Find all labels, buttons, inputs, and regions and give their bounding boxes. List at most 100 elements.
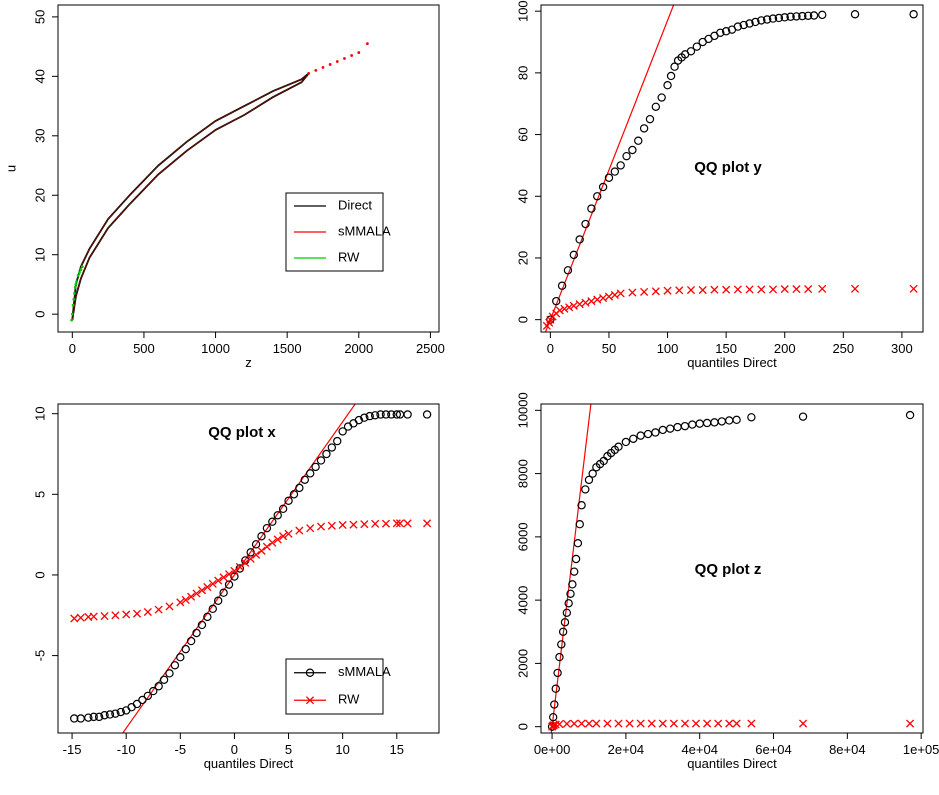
data-point: [111, 709, 120, 718]
x-tick-label: 0: [69, 341, 76, 356]
data-point: [235, 562, 244, 571]
series-direct: [71, 72, 310, 321]
x-tick-label: -5: [175, 742, 187, 757]
data-point: [149, 686, 158, 696]
data-point: [365, 42, 369, 46]
data-point: [610, 290, 619, 300]
data-point: [100, 711, 109, 720]
x-axis-label: quantiles Direct: [687, 355, 777, 370]
legend-label: RW: [338, 249, 360, 264]
data-point: [564, 599, 573, 608]
x-tick-label: 150: [715, 341, 737, 356]
plot-area: [70, 42, 369, 322]
data-point: [666, 71, 676, 81]
data-point: [381, 410, 391, 419]
data-point: [423, 519, 432, 528]
plot-frame: [57, 4, 440, 333]
data-point: [176, 653, 185, 662]
data-point: [745, 19, 754, 28]
data-point: [768, 14, 778, 23]
data-point: [159, 675, 169, 684]
data-point: [792, 12, 801, 21]
data-point: [284, 496, 293, 505]
data-point: [327, 521, 336, 530]
y-tick-label: 20: [32, 188, 47, 202]
data-point: [745, 285, 754, 294]
data-point: [717, 417, 727, 426]
x-tick-label: 0: [231, 742, 238, 757]
panel-top-left: 0 500 1000 1500 2000 2500 0 10 20 30 40 50 z u Direct s…: [3, 4, 445, 370]
data-point: [565, 303, 574, 312]
data-point: [616, 161, 625, 170]
data-point: [568, 580, 577, 589]
data-point: [628, 288, 637, 297]
y-tick-label: 80: [515, 66, 530, 80]
data-point: [365, 411, 374, 421]
data-point: [553, 668, 562, 678]
data-point: [757, 285, 766, 294]
x-tick-label: 50: [602, 341, 616, 356]
data-point: [850, 10, 860, 19]
data-point: [214, 576, 223, 585]
data-point: [558, 627, 568, 636]
data-point: [371, 519, 380, 528]
data-point: [702, 418, 712, 428]
data-point: [692, 42, 702, 51]
data-point: [663, 81, 672, 90]
data-point: [636, 719, 645, 728]
data-point: [219, 588, 228, 597]
data-point: [321, 66, 325, 69]
data-point: [241, 558, 250, 567]
data-point: [691, 719, 701, 728]
data-point: [268, 517, 277, 526]
series-rw: [542, 284, 918, 330]
legend-box: [285, 658, 384, 715]
series-smmala: [70, 410, 432, 723]
series-rw: [70, 265, 84, 322]
data-point: [599, 294, 608, 303]
plot-area: [547, 404, 915, 733]
y-tick-label: 4000: [515, 586, 530, 615]
x-tick-label: 15: [390, 742, 404, 757]
data-point: [187, 592, 196, 601]
panel-title: QQ plot x: [208, 424, 276, 441]
data-point: [640, 287, 649, 296]
data-point: [798, 11, 807, 21]
x-tick-label: 0e+00: [534, 742, 571, 757]
data-point: [798, 412, 808, 421]
data-point: [100, 612, 109, 621]
data-point: [703, 719, 712, 728]
data-point: [804, 285, 813, 294]
data-point: [555, 652, 564, 662]
data-point: [780, 285, 789, 294]
data-point: [571, 554, 581, 564]
data-point: [251, 540, 261, 549]
data-point: [392, 410, 401, 419]
legend-marker: [305, 668, 315, 677]
data-point: [628, 145, 637, 155]
legend: Direct sMMALA RW: [285, 192, 391, 272]
data-point: [570, 719, 579, 728]
data-point: [680, 421, 690, 431]
data-point: [647, 719, 656, 728]
data-point: [305, 469, 315, 478]
data-point: [376, 410, 385, 419]
x-tick-label: 0: [547, 341, 554, 356]
x-tick-label: -10: [117, 742, 136, 757]
data-point: [360, 413, 369, 422]
y-tick-label: 6000: [515, 522, 530, 551]
plot-frame: [540, 403, 924, 734]
plot-area: [542, 5, 918, 332]
data-point: [798, 719, 808, 728]
data-point: [639, 124, 649, 133]
data-point: [557, 281, 567, 290]
data-point: [786, 12, 795, 21]
x-tick-label: 500: [133, 341, 155, 356]
data-point: [555, 720, 564, 729]
data-point: [116, 707, 125, 717]
data-point: [669, 719, 678, 728]
data-point: [213, 596, 223, 605]
data-point: [850, 284, 860, 293]
y-tick-label: 10000: [515, 392, 530, 428]
